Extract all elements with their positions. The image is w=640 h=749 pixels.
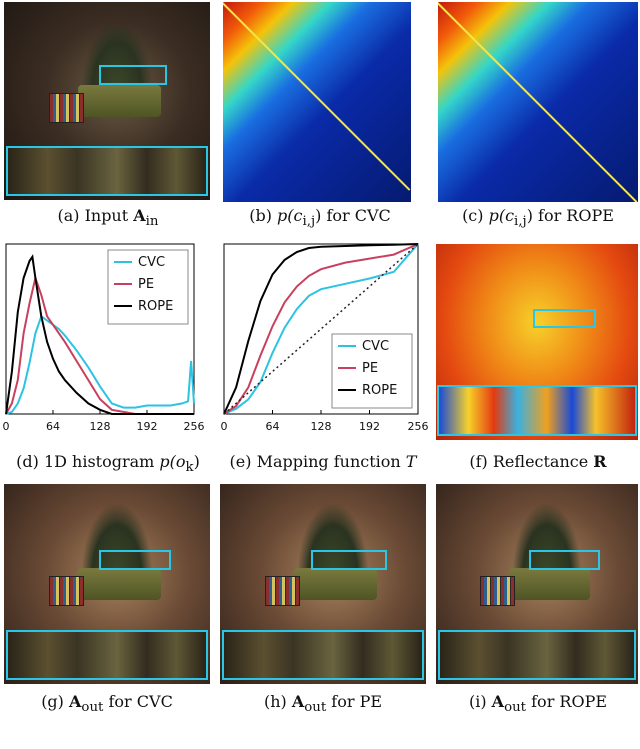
zoom-region-box: [528, 550, 600, 570]
legend-label: CVC: [138, 255, 165, 270]
output-pe-image: [220, 484, 426, 684]
zoom-region-box: [98, 65, 167, 86]
cvc-heatmap: [223, 2, 411, 202]
reflectance-image: [436, 244, 638, 440]
input-image: [4, 2, 210, 200]
zoom-inset: [438, 630, 636, 680]
series-rope: [223, 243, 419, 415]
zoom-region-box: [310, 550, 387, 570]
zoom-inset: [6, 146, 208, 196]
caption-h: (h) Aout for PE: [263, 692, 383, 716]
legend-label: PE: [138, 277, 154, 292]
caption-e: (e) Mapping function T: [229, 452, 417, 471]
x-tick-label: 256: [408, 420, 429, 433]
x-tick-label: 192: [137, 420, 158, 433]
legend-label: ROPE: [138, 299, 173, 314]
zoom-inset: [222, 630, 424, 680]
legend-label: PE: [362, 361, 378, 376]
x-tick-label: 128: [311, 420, 332, 433]
x-tick-label: 192: [359, 420, 380, 433]
zoom-inset: [6, 630, 208, 680]
legend-box: [107, 249, 189, 325]
x-tick-label: 256: [184, 420, 205, 433]
series-cvc: [223, 243, 419, 415]
caption-b: (b) p(ci,j) for CVC: [249, 206, 391, 230]
x-tick-label: 64: [266, 420, 280, 433]
x-tick-label: 64: [46, 420, 60, 433]
caption-c: (c) p(ci,j) for ROPE: [462, 206, 614, 230]
zoom-region-box: [532, 308, 596, 329]
caption-g: (g) Aout for CVC: [41, 692, 173, 716]
series-rope: [5, 254, 194, 415]
caption-d: (d) 1D histogram p(ok): [16, 452, 200, 476]
zoom-inset: [437, 384, 637, 436]
x-tick-label: 128: [90, 420, 111, 433]
output-rope-image: [436, 484, 638, 684]
x-tick-label: 0: [3, 420, 10, 433]
legend-label: ROPE: [362, 383, 397, 398]
series-cvc: [5, 314, 195, 415]
x-tick-label: 0: [221, 420, 228, 433]
output-cvc-image: [4, 484, 210, 684]
rope-heatmap: [438, 2, 638, 202]
caption-f: (f) Reflectance R: [469, 452, 607, 471]
caption-i: (i) Aout for ROPE: [468, 692, 608, 716]
mapping-chart: 0 64 128 192 256 CVC PE ROPE: [221, 243, 429, 433]
legend-label: CVC: [362, 339, 389, 354]
zoom-region-box: [98, 550, 171, 570]
histogram-chart: 0 64 128 192 256 CVC PE ROPE: [3, 243, 205, 433]
series-pe: [223, 243, 419, 415]
caption-a: (a) Input Ain: [57, 206, 159, 230]
